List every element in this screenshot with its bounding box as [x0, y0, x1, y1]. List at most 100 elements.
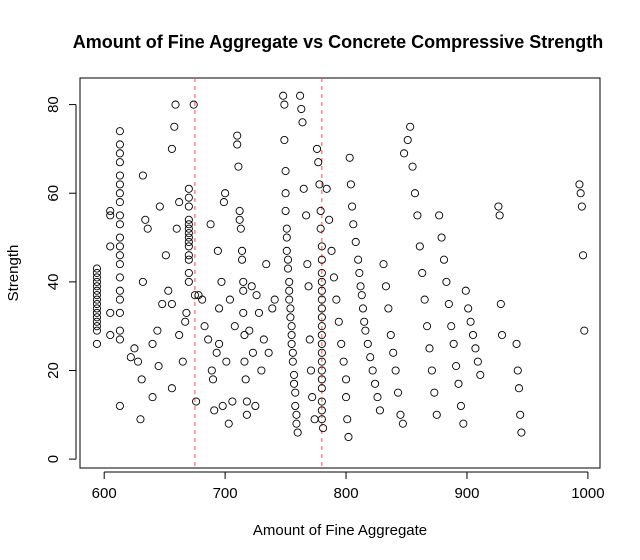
- data-point: [384, 304, 393, 313]
- data-point: [126, 353, 135, 362]
- data-point: [576, 189, 585, 198]
- data-point: [257, 366, 266, 375]
- data-point: [190, 291, 199, 300]
- data-point: [208, 375, 218, 384]
- data-point: [473, 357, 482, 366]
- data-point: [218, 401, 227, 411]
- data-point: [141, 215, 150, 224]
- data-point: [389, 348, 398, 357]
- data-point: [427, 366, 436, 375]
- data-point: [291, 401, 300, 411]
- data-point: [106, 206, 115, 216]
- data-point: [115, 273, 124, 282]
- plot-frame: [79, 77, 601, 469]
- data-point: [400, 149, 409, 158]
- data-point: [248, 348, 257, 357]
- data-point: [356, 282, 365, 291]
- data-point: [361, 326, 370, 335]
- data-point: [92, 308, 101, 317]
- data-point: [305, 335, 314, 344]
- data-point: [92, 286, 101, 295]
- data-point: [302, 211, 311, 220]
- data-point: [281, 206, 290, 216]
- data-point: [242, 397, 251, 406]
- reference-lines: [194, 78, 323, 468]
- data-point: [286, 313, 295, 322]
- data-point: [476, 370, 485, 379]
- data-point: [381, 282, 391, 291]
- x-tick-label: 600: [92, 485, 117, 502]
- data-point: [137, 375, 146, 384]
- data-point: [115, 335, 124, 344]
- data-point: [497, 330, 507, 340]
- data-point: [184, 193, 193, 202]
- data-point: [337, 339, 346, 348]
- data-point: [306, 366, 316, 375]
- data-point: [184, 224, 193, 233]
- data-point: [452, 362, 461, 371]
- data-point: [206, 220, 215, 229]
- data-point: [308, 393, 317, 402]
- data-point: [148, 339, 157, 348]
- data-point: [240, 330, 249, 340]
- data-point: [317, 295, 326, 304]
- x-tick-label: 800: [334, 485, 359, 502]
- data-point: [92, 291, 101, 300]
- data-point: [430, 388, 439, 397]
- data-point: [184, 233, 193, 242]
- data-point: [106, 242, 115, 251]
- data-point: [245, 326, 254, 335]
- data-point: [247, 282, 256, 291]
- data-points: [92, 91, 589, 442]
- data-point: [158, 299, 167, 309]
- data-point: [115, 149, 124, 158]
- data-point: [254, 308, 264, 317]
- data-point: [235, 206, 244, 216]
- data-point: [403, 135, 412, 145]
- data-point: [396, 410, 405, 419]
- data-point: [184, 251, 193, 260]
- data-point: [327, 246, 336, 255]
- data-point: [210, 406, 219, 415]
- data-point: [239, 286, 248, 295]
- data-point: [360, 317, 369, 326]
- data-point: [282, 233, 291, 242]
- data-point: [577, 202, 586, 211]
- data-point: [579, 251, 588, 260]
- data-point: [281, 189, 290, 198]
- data-point: [184, 237, 193, 247]
- data-point: [468, 330, 478, 340]
- data-point: [517, 428, 526, 437]
- data-point: [184, 268, 193, 278]
- data-point: [287, 339, 296, 348]
- data-point: [239, 277, 248, 286]
- data-point: [240, 357, 249, 366]
- data-point: [379, 260, 388, 269]
- data-point: [181, 317, 190, 326]
- data-point: [298, 118, 307, 127]
- data-point: [317, 397, 326, 406]
- data-point: [234, 162, 243, 171]
- data-point: [334, 317, 343, 326]
- data-point: [283, 264, 293, 273]
- data-point: [192, 397, 201, 406]
- data-point: [170, 122, 179, 131]
- data-point: [357, 291, 366, 300]
- data-point: [115, 158, 124, 167]
- data-point: [314, 158, 323, 167]
- data-point: [237, 246, 247, 255]
- data-point: [322, 184, 331, 193]
- data-point: [143, 224, 152, 233]
- data-point: [368, 366, 377, 375]
- data-point: [425, 344, 434, 353]
- data-point: [580, 326, 589, 335]
- data-point: [344, 432, 353, 442]
- data-point: [235, 215, 244, 224]
- data-point: [449, 339, 458, 348]
- y-tick-label: 60: [45, 185, 62, 202]
- data-point: [228, 397, 237, 406]
- data-point: [363, 339, 372, 348]
- data-point: [184, 255, 193, 264]
- data-point: [432, 410, 441, 419]
